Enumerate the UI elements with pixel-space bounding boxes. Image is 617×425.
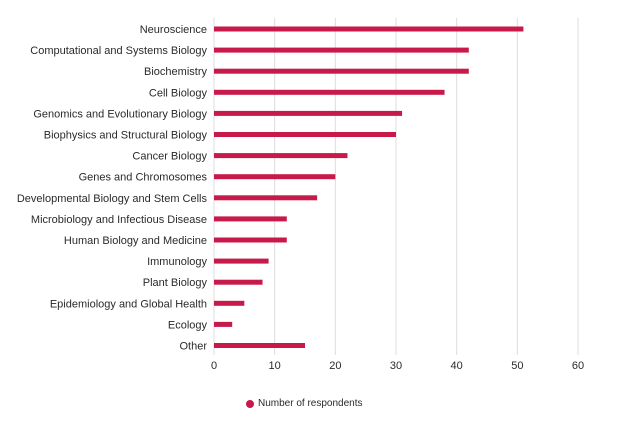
bar: [214, 195, 318, 201]
category-label: Biophysics and Structural Biology: [44, 130, 208, 142]
bar: [214, 47, 469, 53]
bar: [214, 321, 233, 327]
category-label: Cancer Biology: [132, 151, 207, 163]
bar: [214, 89, 445, 95]
x-tick-label: 40: [451, 360, 463, 372]
bar: [214, 68, 469, 74]
bar: [214, 258, 269, 264]
category-label: Biochemistry: [144, 66, 207, 78]
category-label: Developmental Biology and Stem Cells: [17, 193, 208, 205]
legend-marker: [246, 399, 254, 408]
category-label: Cell Biology: [149, 87, 208, 99]
x-tick-label: 30: [390, 360, 402, 372]
x-tick-label: 10: [269, 360, 281, 372]
bar: [214, 132, 396, 137]
category-label: Genes and Chromosomes: [79, 172, 208, 184]
bar: [214, 216, 287, 222]
category-label: Immunology: [147, 256, 207, 268]
category-label: Human Biology and Medicine: [64, 235, 207, 247]
x-tick-label: 0: [211, 360, 217, 372]
category-label: Microbiology and Infectious Disease: [31, 214, 207, 226]
category-label: Ecology: [168, 319, 208, 331]
legend: Number of respondents: [246, 398, 363, 409]
x-tick-label: 20: [329, 360, 341, 372]
category-label: Other: [179, 341, 207, 353]
bar: [214, 110, 403, 116]
bar: [214, 26, 524, 32]
category-label: Neuroscience: [140, 24, 207, 36]
x-tick-label: 50: [511, 360, 523, 372]
bar: [214, 174, 336, 180]
bar: [214, 300, 245, 306]
legend-label: Number of respondents: [258, 398, 363, 409]
category-label: Epidemiology and Global Health: [50, 298, 207, 310]
category-label: Plant Biology: [143, 277, 208, 289]
x-tick-label: 60: [572, 360, 584, 372]
bar: [214, 343, 305, 348]
bar: [214, 279, 263, 285]
category-label: Computational and Systems Biology: [30, 45, 207, 57]
bar: [214, 237, 287, 243]
bar: [214, 153, 348, 159]
category-label: Genomics and Evolutionary Biology: [33, 108, 207, 120]
